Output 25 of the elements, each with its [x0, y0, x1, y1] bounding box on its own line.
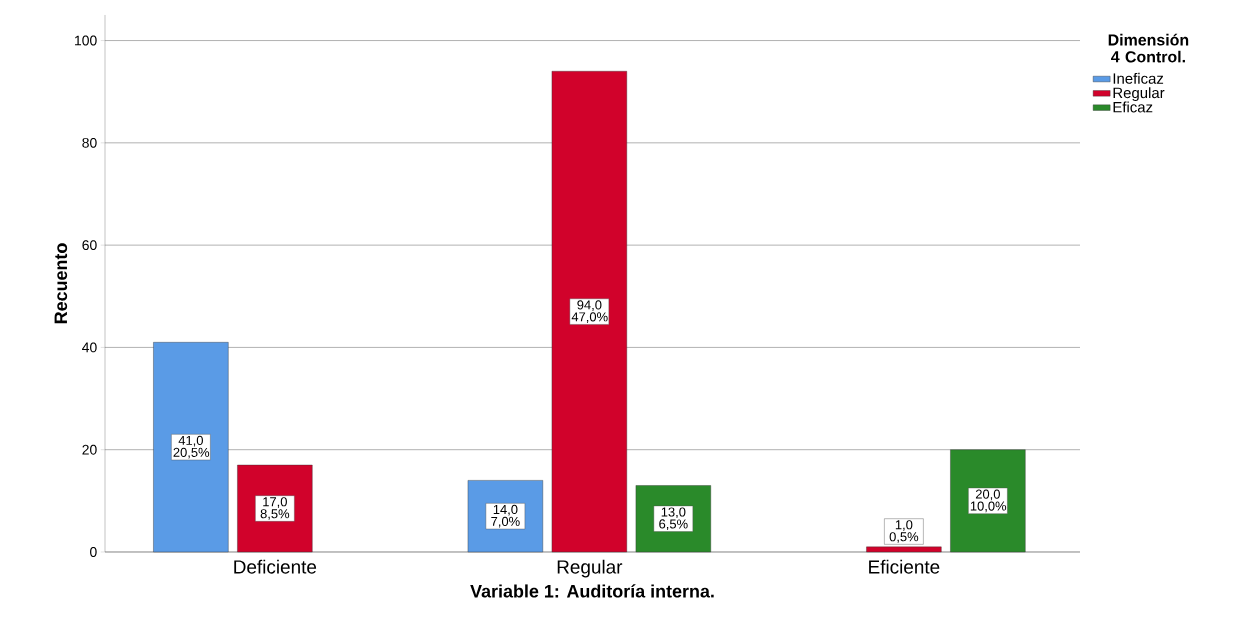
- bar: [551, 71, 627, 553]
- data-label: 1,0 0,5%: [889, 520, 919, 543]
- x-tick-label: Deficiente: [234, 559, 317, 574]
- y-tick-label: 100: [75, 35, 97, 46]
- y-tick-label: 80: [82, 137, 97, 148]
- legend-title: Dimensión 4 Control.: [1108, 33, 1189, 63]
- legend-label: Regular: [1113, 87, 1165, 102]
- bar: [866, 546, 942, 553]
- y-tick-label: 20: [82, 444, 97, 455]
- data-label: 20,0 10,0%: [970, 489, 1007, 513]
- data-label: 94,0 47,0%: [571, 300, 608, 323]
- y-tick-label: 40: [82, 342, 97, 353]
- y-axis-title: Recuento: [54, 243, 68, 324]
- legend-label: Eficaz: [1113, 101, 1153, 113]
- y-tick-label: 60: [82, 240, 97, 251]
- y-tick-label: 0: [90, 547, 97, 557]
- x-tick-label: Regular: [557, 559, 623, 578]
- x-tick-label: Eficiente: [869, 559, 940, 574]
- bar: [153, 342, 229, 553]
- data-label: 17,0 8,5%: [260, 497, 290, 520]
- data-label: 14,0 7,0%: [491, 504, 520, 528]
- x-axis-title: Variable 1: Auditoría interna.: [470, 584, 714, 598]
- data-label: 13,0 6,5%: [659, 507, 688, 531]
- data-label: 41,0 20,5%: [173, 435, 210, 459]
- legend-label: Ineficaz: [1113, 72, 1164, 84]
